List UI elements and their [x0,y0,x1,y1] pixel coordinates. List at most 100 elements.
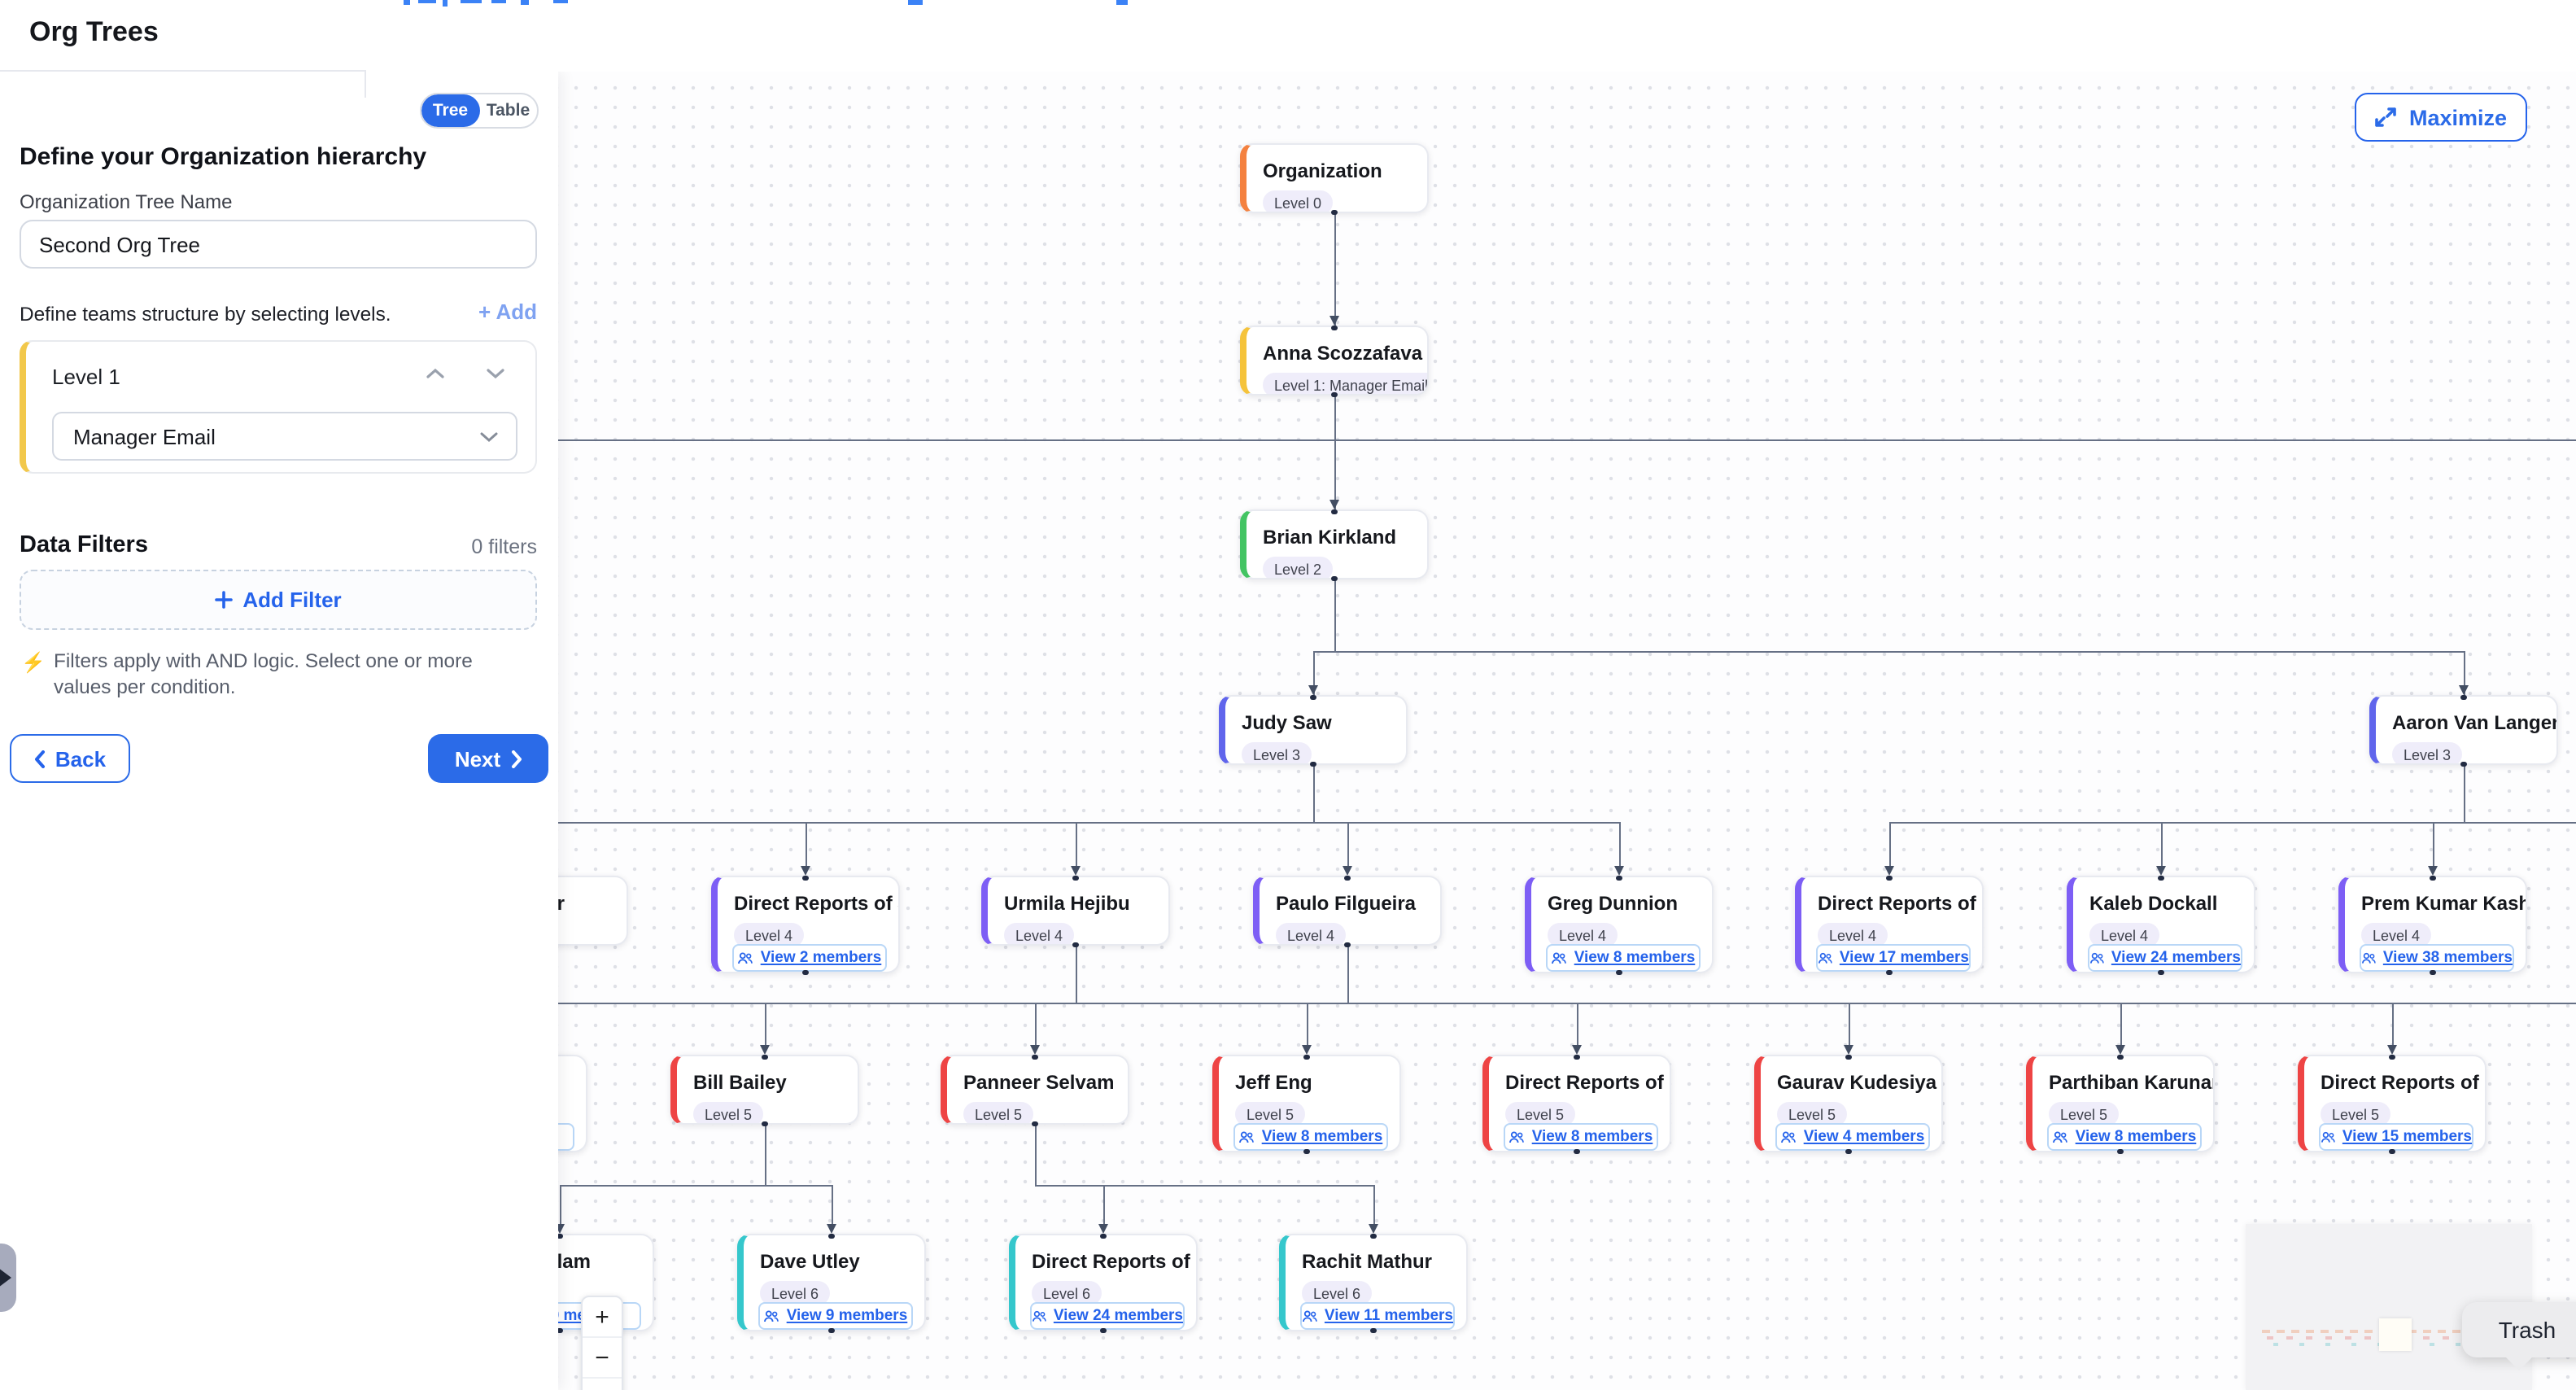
tree-node-rachit-mathur[interactable]: Rachit Mathur Level 6 View 11 members [1279,1234,1468,1331]
connector-dot [762,1054,768,1060]
lightning-icon: ⚡ [21,651,46,674]
tree-node-direct-reports-p15[interactable]: Direct Reports of P... Level 5 View 15 m… [2298,1055,2486,1152]
view-members-link[interactable]: View 9 members [758,1302,913,1330]
tree-name-input[interactable] [20,220,537,269]
tree-node-direct-reports-j[interactable]: Direct Reports of J... Level 4 View 2 me… [711,876,900,973]
view-members-label: View 38 members [2382,949,2513,967]
move-level-down-button[interactable] [487,368,504,379]
level-field-select[interactable]: Manager Email [52,412,517,461]
connector-line [2433,822,2434,868]
tree-node-urmila-hejibu[interactable]: Urmila Hejibu Level 4 [981,876,1170,946]
tree-node-dave-utley[interactable]: Dave Utley Level 6 View 9 members [737,1234,926,1331]
node-level-badge: Level 3 [2392,742,2463,763]
connector-dot [1032,1054,1038,1060]
toggle-table[interactable]: Table [486,101,530,120]
connector-dot [2430,969,2436,975]
zoom-out-button[interactable]: − [583,1338,622,1379]
connector-arrow [1884,865,1893,875]
tree-node-prem-kumar-kashi[interactable]: Prem Kumar Kashi... Level 4 View 38 memb… [2338,876,2527,973]
maximize-button[interactable]: Maximize [2355,93,2527,142]
clipped-tab-fragment [491,0,506,3]
view-members-link[interactable]: View 8 members [1546,944,1701,972]
view-members-label: View 24 members [1053,1307,1183,1325]
node-level-badge: Level 4 [2361,923,2432,947]
tree-node-parthiban-karunan[interactable]: Parthiban Karunan... Level 5 View 8 memb… [2026,1055,2215,1152]
clipped-tab-fragment [461,0,482,3]
view-members-link[interactable]: View 8 members [1233,1123,1388,1151]
level-1-card: Level 1 Manager Email [20,340,537,474]
connector-line [1334,439,1336,511]
zoom-in-button[interactable]: + [583,1297,622,1338]
view-members-link[interactable]: View 8 members [2047,1123,2202,1151]
view-members-link[interactable]: View 2 members [732,944,887,972]
connector-dot [802,969,809,975]
view-members-link[interactable]: View 38 members [2360,944,2514,972]
back-button[interactable]: Back [10,734,130,783]
levels-hint: Define teams structure by selecting leve… [20,303,391,326]
node-name: Aaron Van Langen [2392,711,2556,734]
tree-node-bill-bailey[interactable]: Bill Bailey Level 5 [670,1055,859,1125]
filters-note: Filters apply with AND logic. Select one… [54,649,473,697]
tree-node-aaron-van-langen[interactable]: Aaron Van Langen Level 3 [2369,695,2558,765]
view-members-link[interactable]: View 24 members [2088,944,2242,972]
view-members-label: View 8 members [1531,1128,1653,1146]
connector-line [1334,396,1336,441]
connector-dot [1303,1054,1310,1060]
view-members-link[interactable]: View 24 members [1030,1302,1185,1330]
tree-node-paulo-filgueira[interactable]: Paulo Filgueira Level 4 [1253,876,1442,946]
view-members-link[interactable]: View 15 members [2319,1123,2473,1151]
tree-node-kaleb-dockall[interactable]: Kaleb Dockall Level 4 View 24 members [2067,876,2255,973]
connector-line [2392,1003,2394,1047]
node-name: Direct Reports of ... [1505,1071,1670,1094]
tree-node-panneer-selvam[interactable]: Panneer Selvam Level 5 [941,1055,1129,1125]
page-title: Org Trees [29,16,159,47]
node-name: Direct Reports of ... [1818,892,1982,915]
tree-node-organization[interactable]: Organization Level 0 [1240,143,1429,213]
node-level-badge: Level 5 [1235,1102,1306,1126]
connector-line [1313,651,2465,653]
move-level-up-button[interactable] [426,368,444,379]
tree-node-direct-reports-8[interactable]: Direct Reports of ... Level 5 View 8 mem… [1482,1055,1671,1152]
tree-node-anna-scozzafava[interactable]: Anna Scozzafava Level 1: Manager Email [1240,326,1429,396]
connector-line [1103,1185,1105,1226]
view-members-link[interactable]: View 4 members [1775,1123,1930,1151]
connector-line [1076,822,1077,868]
add-filter-button[interactable]: Add Filter [20,570,537,630]
tree-node-direct-reports-p24[interactable]: Direct Reports of P... Level 6 View 24 m… [1009,1234,1198,1331]
tree-node-judy-saw[interactable]: Judy Saw Level 3 [1219,695,1408,765]
tree-node-direct-reports-17[interactable]: Direct Reports of ... Level 4 View 17 me… [1795,876,1984,973]
node-level-badge: Level 5 [2321,1102,2391,1126]
tree-node-greg-dunnion[interactable]: Greg Dunnion Level 4 View 8 members [1525,876,1714,973]
view-members-link[interactable]: View 11 members [1300,1302,1455,1330]
connector-line [558,439,2576,441]
chevron-left-icon [34,750,45,767]
connector-line [1307,1003,1308,1047]
tree-node-jeff-eng[interactable]: Jeff Eng Level 5 View 8 members [1212,1055,1401,1152]
connector-line [1035,1125,1037,1185]
connector-line [1334,579,1336,653]
view-members-label: View 15 members [2342,1128,2472,1146]
people-icon [1239,1130,1255,1143]
add-level-button[interactable]: + Add [478,299,537,324]
view-members-link[interactable]: View 8 members [1504,1123,1658,1151]
people-icon [2090,951,2104,963]
view-members-label: View 11 members [1324,1307,1453,1325]
connector-line [560,1185,561,1226]
node-level-badge: Level 6 [1032,1281,1102,1305]
connector-dot [762,1121,768,1126]
view-members-link[interactable]: View 17 members [1816,944,1971,972]
node-name: Prem Kumar Kashi... [2361,892,2526,915]
panel-expand-handle[interactable] [0,1244,16,1312]
minimap-viewport[interactable] [2379,1318,2412,1351]
next-button[interactable]: Next [428,734,548,783]
connector-dot [802,875,809,881]
tree-node-brian-kirkland[interactable]: Brian Kirkland Level 2 [1240,509,1429,579]
connector-dot [1886,875,1893,881]
tree-node-gaurav-kudesiya[interactable]: Gaurav Kudesiya Level 5 View 4 members [1754,1055,1943,1152]
add-filter-label: Add Filter [242,588,342,612]
node-name: Dave Utley [760,1250,860,1273]
fit-view-button[interactable] [583,1379,622,1390]
connector-line [558,1003,2576,1004]
toggle-tree[interactable]: Tree [421,94,479,127]
